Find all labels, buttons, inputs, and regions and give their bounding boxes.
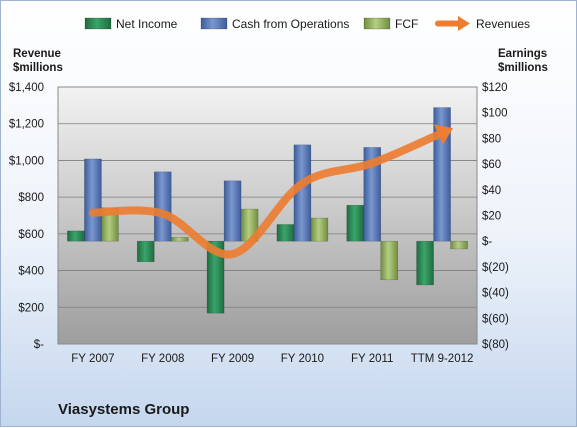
left-tick-label: $400 <box>18 266 44 278</box>
right-tick-label: $(80) <box>482 339 509 351</box>
cash-from-operations-bar <box>153 171 172 242</box>
right-tick-label: $60 <box>482 159 501 171</box>
left-axis-title: Revenue <box>13 48 61 60</box>
fcf-bar <box>310 217 329 242</box>
left-axis-subtitle: $millions <box>13 62 63 74</box>
fcf-bar <box>380 240 399 281</box>
company-name: Viasystems Group <box>58 401 189 418</box>
legend-label: Net Income <box>116 17 178 31</box>
left-tick-label: $600 <box>18 229 44 241</box>
x-tick-label: FY 2007 <box>71 353 114 365</box>
legend-swatch <box>200 17 228 30</box>
x-tick-label: TTM 9-2012 <box>411 353 474 365</box>
net-income-bar <box>416 240 434 286</box>
revenues-line <box>88 128 447 259</box>
left-tick-label: $1,200 <box>9 119 44 131</box>
right-tick-label: $80 <box>482 133 501 145</box>
right-axis-subtitle: $millions <box>498 62 548 74</box>
right-tick-label: $(40) <box>482 288 509 300</box>
right-axis-title: Earnings <box>498 48 547 60</box>
revenues-arrowhead <box>434 124 454 145</box>
fcf-bar <box>450 240 468 250</box>
legend-label: FCF <box>395 17 418 31</box>
cash-from-operations-bar <box>433 107 451 242</box>
x-tick-label: FY 2009 <box>211 353 254 365</box>
left-tick-label: $800 <box>18 192 44 204</box>
net-income-bar <box>67 230 85 242</box>
legend-label: Revenues <box>476 17 530 31</box>
legend-swatch <box>84 17 112 30</box>
cash-from-operations-bar <box>223 180 242 242</box>
right-tick-label: $- <box>482 236 492 248</box>
legend-arrowhead <box>458 16 470 31</box>
net-income-bar <box>206 240 225 314</box>
right-tick-label: $(60) <box>482 313 509 325</box>
right-tick-label: $100 <box>482 108 508 120</box>
left-tick-label: $1,000 <box>9 155 44 167</box>
right-tick-label: $40 <box>482 185 501 197</box>
cash-from-operations-bar <box>363 147 382 242</box>
right-tick-label: $20 <box>482 211 501 223</box>
x-tick-label: FY 2008 <box>141 353 184 365</box>
net-income-bar <box>136 240 155 263</box>
cash-from-operations-bar <box>84 158 102 242</box>
right-tick-label: $120 <box>482 82 508 94</box>
plot-area <box>57 86 478 345</box>
legend-swatch <box>363 17 391 30</box>
x-tick-label: FY 2010 <box>281 353 324 365</box>
left-tick-label: $200 <box>18 302 44 314</box>
left-tick-label: $1,400 <box>9 82 44 94</box>
left-tick-label: $- <box>34 339 44 351</box>
x-tick-label: FY 2011 <box>351 353 393 365</box>
net-income-bar <box>346 204 365 242</box>
fcf-bar <box>170 237 189 242</box>
right-tick-label: $(20) <box>482 262 509 274</box>
legend-label: Cash from Operations <box>232 17 349 31</box>
net-income-bar <box>276 224 295 242</box>
